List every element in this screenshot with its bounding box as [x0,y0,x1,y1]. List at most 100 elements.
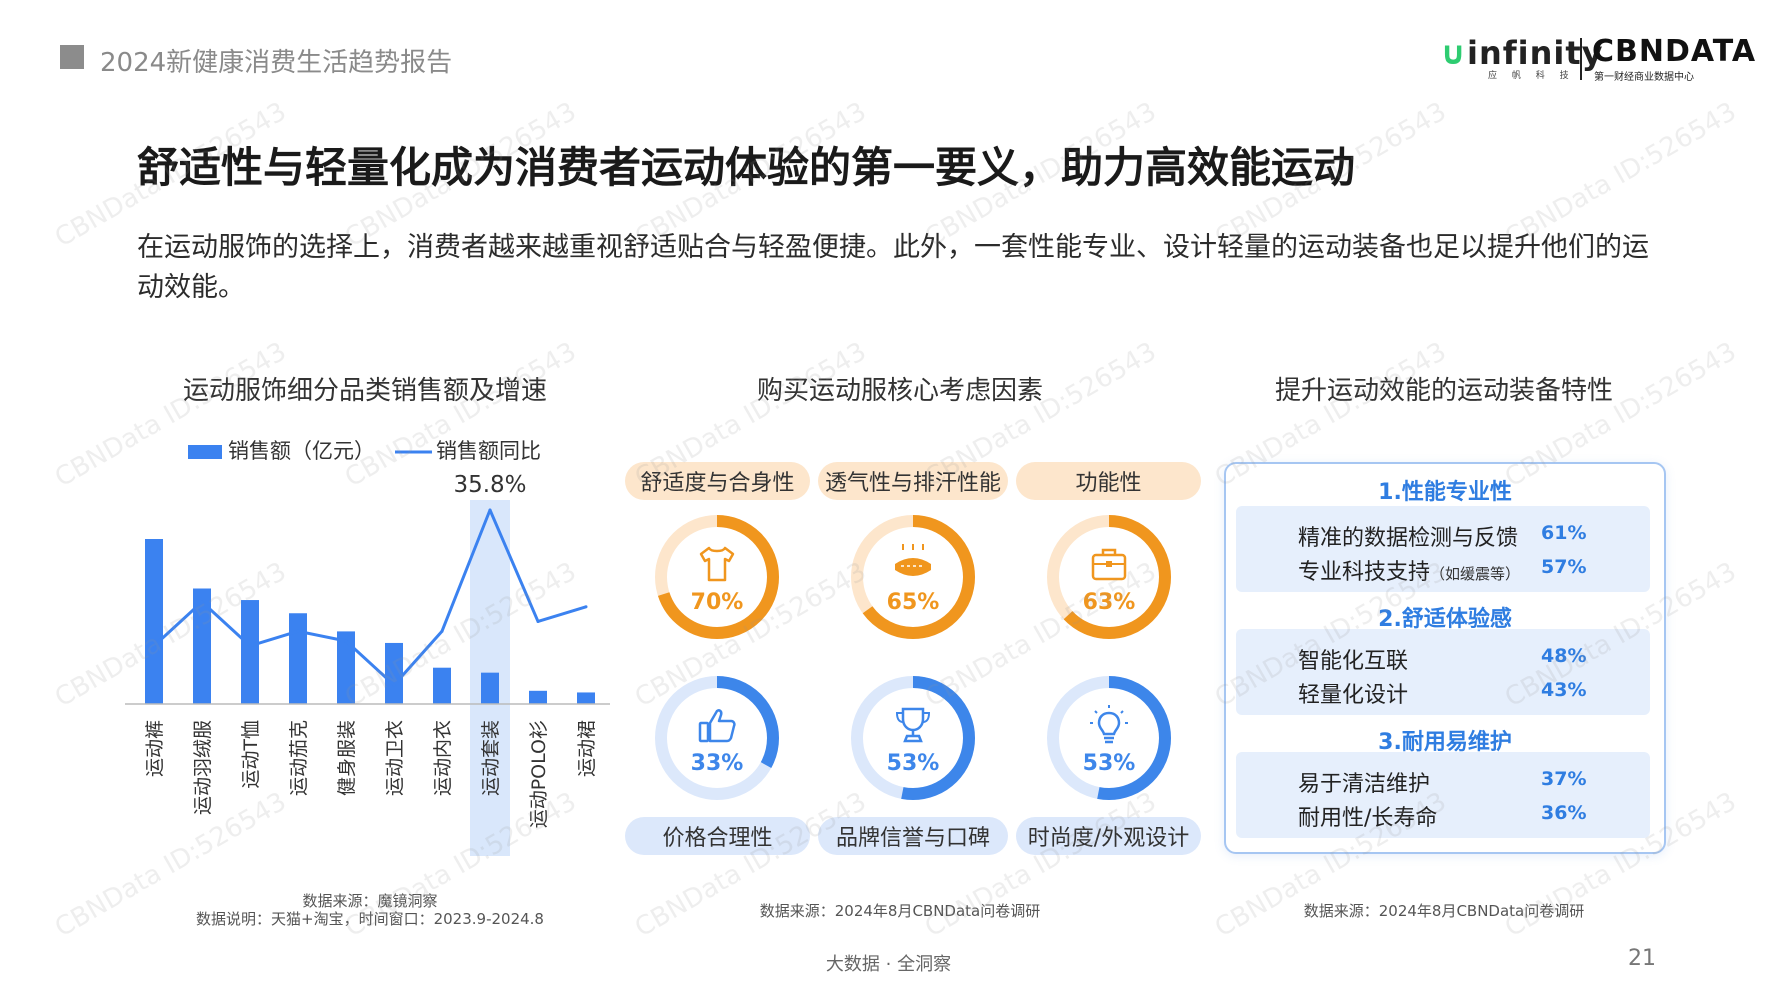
category-label: 运动POLO衫 [528,720,550,828]
bar [241,600,259,704]
bar [289,613,307,704]
right-title: 提升运动效能的运动装备特性 [1274,376,1613,406]
legend-bar-label: 销售额（亿元） [228,439,375,463]
ring-breathability-value: 65% [886,590,940,615]
logo-cbndata: CBNDATA [1592,34,1757,69]
growth-point [296,629,300,633]
ring-breathability: 65% [848,512,978,642]
growth-point [536,619,540,623]
bar [337,631,355,704]
feature-value: 37% [1541,768,1587,790]
sales-chart: 销售额（亿元） 销售额同比 35.8% 运动裤 运动羽绒服 运动T恤 运动茄克 健身服装… [125,439,610,856]
donut-arc [851,515,975,639]
feature-value: 48% [1541,645,1587,667]
feature-label: 精准的数据检测与反馈 [1298,526,1519,551]
group-title-performance: 1.性能专业性 [1378,480,1512,505]
page-number: 21 [1628,946,1656,971]
bar [385,642,403,704]
feature-value: 61% [1541,522,1587,544]
logo-divider [1580,38,1582,80]
factor-pill-functionality: 功能性 [1016,462,1201,500]
ring-price-value: 33% [690,751,744,776]
donut-arc [851,676,975,800]
feature-row: 精准的数据检测与反馈 [1298,520,1518,552]
feature-label: 智能化互联 [1298,649,1409,674]
feature-label: 轻量化设计 [1298,683,1409,708]
growth-point [440,629,444,633]
feature-label: 专业科技支持 [1298,560,1431,585]
growth-point [344,639,348,643]
group-box-performance: 精准的数据检测与反馈 61% 专业科技支持（如缓震等） 57% [1236,506,1650,592]
donut-ring [655,676,779,800]
chart-source: 数据来源：魔镜洞察 数据说明：天猫+淘宝，时间窗口：2023.9-2024.8 [130,892,610,928]
factor-pill-comfort: 舒适度与合身性 [625,462,810,500]
factor-pill-design: 时尚度/外观设计 [1016,817,1201,855]
growth-point [584,605,588,609]
logo-infinity: ∪infinity [1440,34,1604,72]
donut-arc [655,676,779,800]
donut-ring [851,515,975,639]
logo-infinity-subtitle: 应 帆 科 技 [1488,71,1575,81]
middle-source: 数据来源：2024年8月CBNData问卷调研 [759,902,1041,920]
feature-row: 易于清洁维护 [1298,766,1430,798]
chart-legend: 销售额（亿元） 销售额同比 [188,439,541,463]
equipment-features-panel: 1.性能专业性 精准的数据检测与反馈 61% 专业科技支持（如缓震等） 57% … [1224,462,1666,854]
trophy-icon [895,707,931,743]
report-title: 2024新健康消费生活趋势报告 [100,48,453,78]
category-label: 运动裤 [144,720,166,777]
feature-value: 43% [1541,679,1587,701]
category-label: 运动套装 [480,720,502,796]
ring-price: 33% [652,673,782,803]
ring-functionality-value: 63% [1082,590,1136,615]
feature-row: 耐用性/长寿命 [1298,800,1437,832]
growth-point [152,644,156,648]
middle-title: 购买运动服核心考虑因素 [756,376,1043,406]
chart-note-text: 数据说明：天猫+淘宝，时间窗口：2023.9-2024.8 [196,910,544,928]
growth-point [248,644,252,648]
legend-bar-swatch [188,445,222,459]
feature-value: 36% [1541,802,1587,824]
chart-title: 运动服饰细分品类销售额及增速 [182,376,547,406]
factor-pill-price: 价格合理性 [625,817,810,855]
logo-infinity-text: infinity [1466,34,1604,72]
growth-line [152,508,587,687]
category-label: 运动内衣 [432,720,454,796]
donut-ring [655,515,779,639]
tshirt-icon [699,546,735,582]
donut-arc [1047,676,1171,800]
factor-pill-breathability: 透气性与排汗性能 [818,462,1008,500]
donut-ring [1047,676,1171,800]
header-marker [60,45,84,69]
category-label: 运动卫衣 [384,720,406,796]
growth-point [392,683,396,687]
category-label: 运动茄克 [288,720,310,796]
footer-slogan: 大数据 · 全洞察 [825,954,952,975]
bar [481,672,499,704]
group-title-durability: 3.耐用易维护 [1378,730,1512,755]
ring-comfort: 70% [652,512,782,642]
feature-row: 轻量化设计 [1298,677,1408,709]
bar [577,692,595,704]
feature-note: （如缓震等） [1430,565,1521,583]
ring-functionality: 63% [1044,512,1174,642]
ring-brand: 53% [848,673,978,803]
group-title-comfort: 2.舒适体验感 [1378,607,1512,632]
category-label: 运动T恤 [240,720,262,789]
ring-design: 53% [1044,673,1174,803]
donut-arc [1047,515,1171,639]
logo-infinity-mark: ∪ [1440,34,1467,72]
logo-cbndata-subtitle: 第一财经商业数据中心 [1594,72,1694,83]
donut-ring [851,676,975,800]
page-title: 舒适性与轻量化成为消费者运动体验的第一要义，助力高效能运动 [137,143,1356,192]
group-box-comfort: 智能化互联 48% 轻量化设计 43% [1236,629,1650,715]
feature-value: 57% [1541,556,1587,578]
feature-label: 易于清洁维护 [1298,772,1431,797]
briefcase-icon [1091,548,1127,581]
category-label: 运动裙 [576,720,598,777]
peak-annotation: 35.8% [453,472,526,498]
legend-line-label: 销售额同比 [436,439,541,463]
logo: ∪infinity 应 帆 科 技 CBNDATA 第一财经商业数据中心 [1440,34,1755,84]
bar [433,667,451,704]
category-label: 健身服装 [336,720,358,796]
feature-label: 耐用性/长寿命 [1298,806,1438,831]
